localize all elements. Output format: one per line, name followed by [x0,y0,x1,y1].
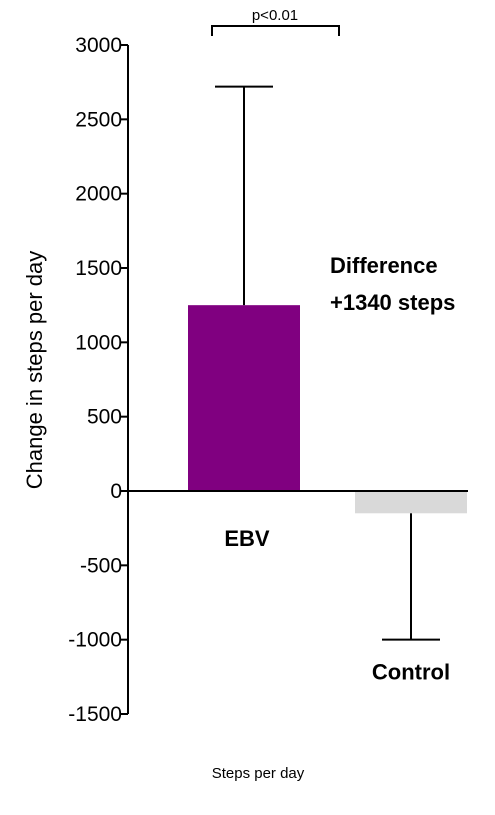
category-label-ebv: EBV [224,526,270,551]
bar-control [355,491,467,514]
y-tick-label: 1500 [75,257,122,280]
y-tick-label: -1500 [68,703,122,726]
y-tick-label: -500 [80,554,122,577]
error-bars [215,85,440,641]
significance-bracket-line [211,25,340,36]
y-tick-label: -1000 [68,629,122,652]
y-tick-label: 2500 [75,108,122,131]
category-label-control: Control [372,660,450,685]
y-tick-label: 3000 [75,34,122,57]
difference-annotation-line-1: Difference [330,253,438,278]
y-axis: -1500 -1000 -500 0 500 1000 1500 2000 2500 3000 [68,34,129,726]
bar-ebv [188,305,300,491]
y-tick-label: 500 [87,406,122,429]
y-axis-label: Change in steps per day [22,251,47,490]
x-axis-label: Steps per day [212,765,305,782]
y-tick-label: 2000 [75,183,122,206]
difference-annotation-line-2: +1340 steps [330,290,455,315]
category-labels: EBV Control [224,526,450,685]
bars [188,305,467,514]
significance-bracket: p<0.01 [211,7,340,36]
y-tick-label: 1000 [75,331,122,354]
significance-label: p<0.01 [252,7,298,24]
y-tick-label: 0 [110,480,122,503]
